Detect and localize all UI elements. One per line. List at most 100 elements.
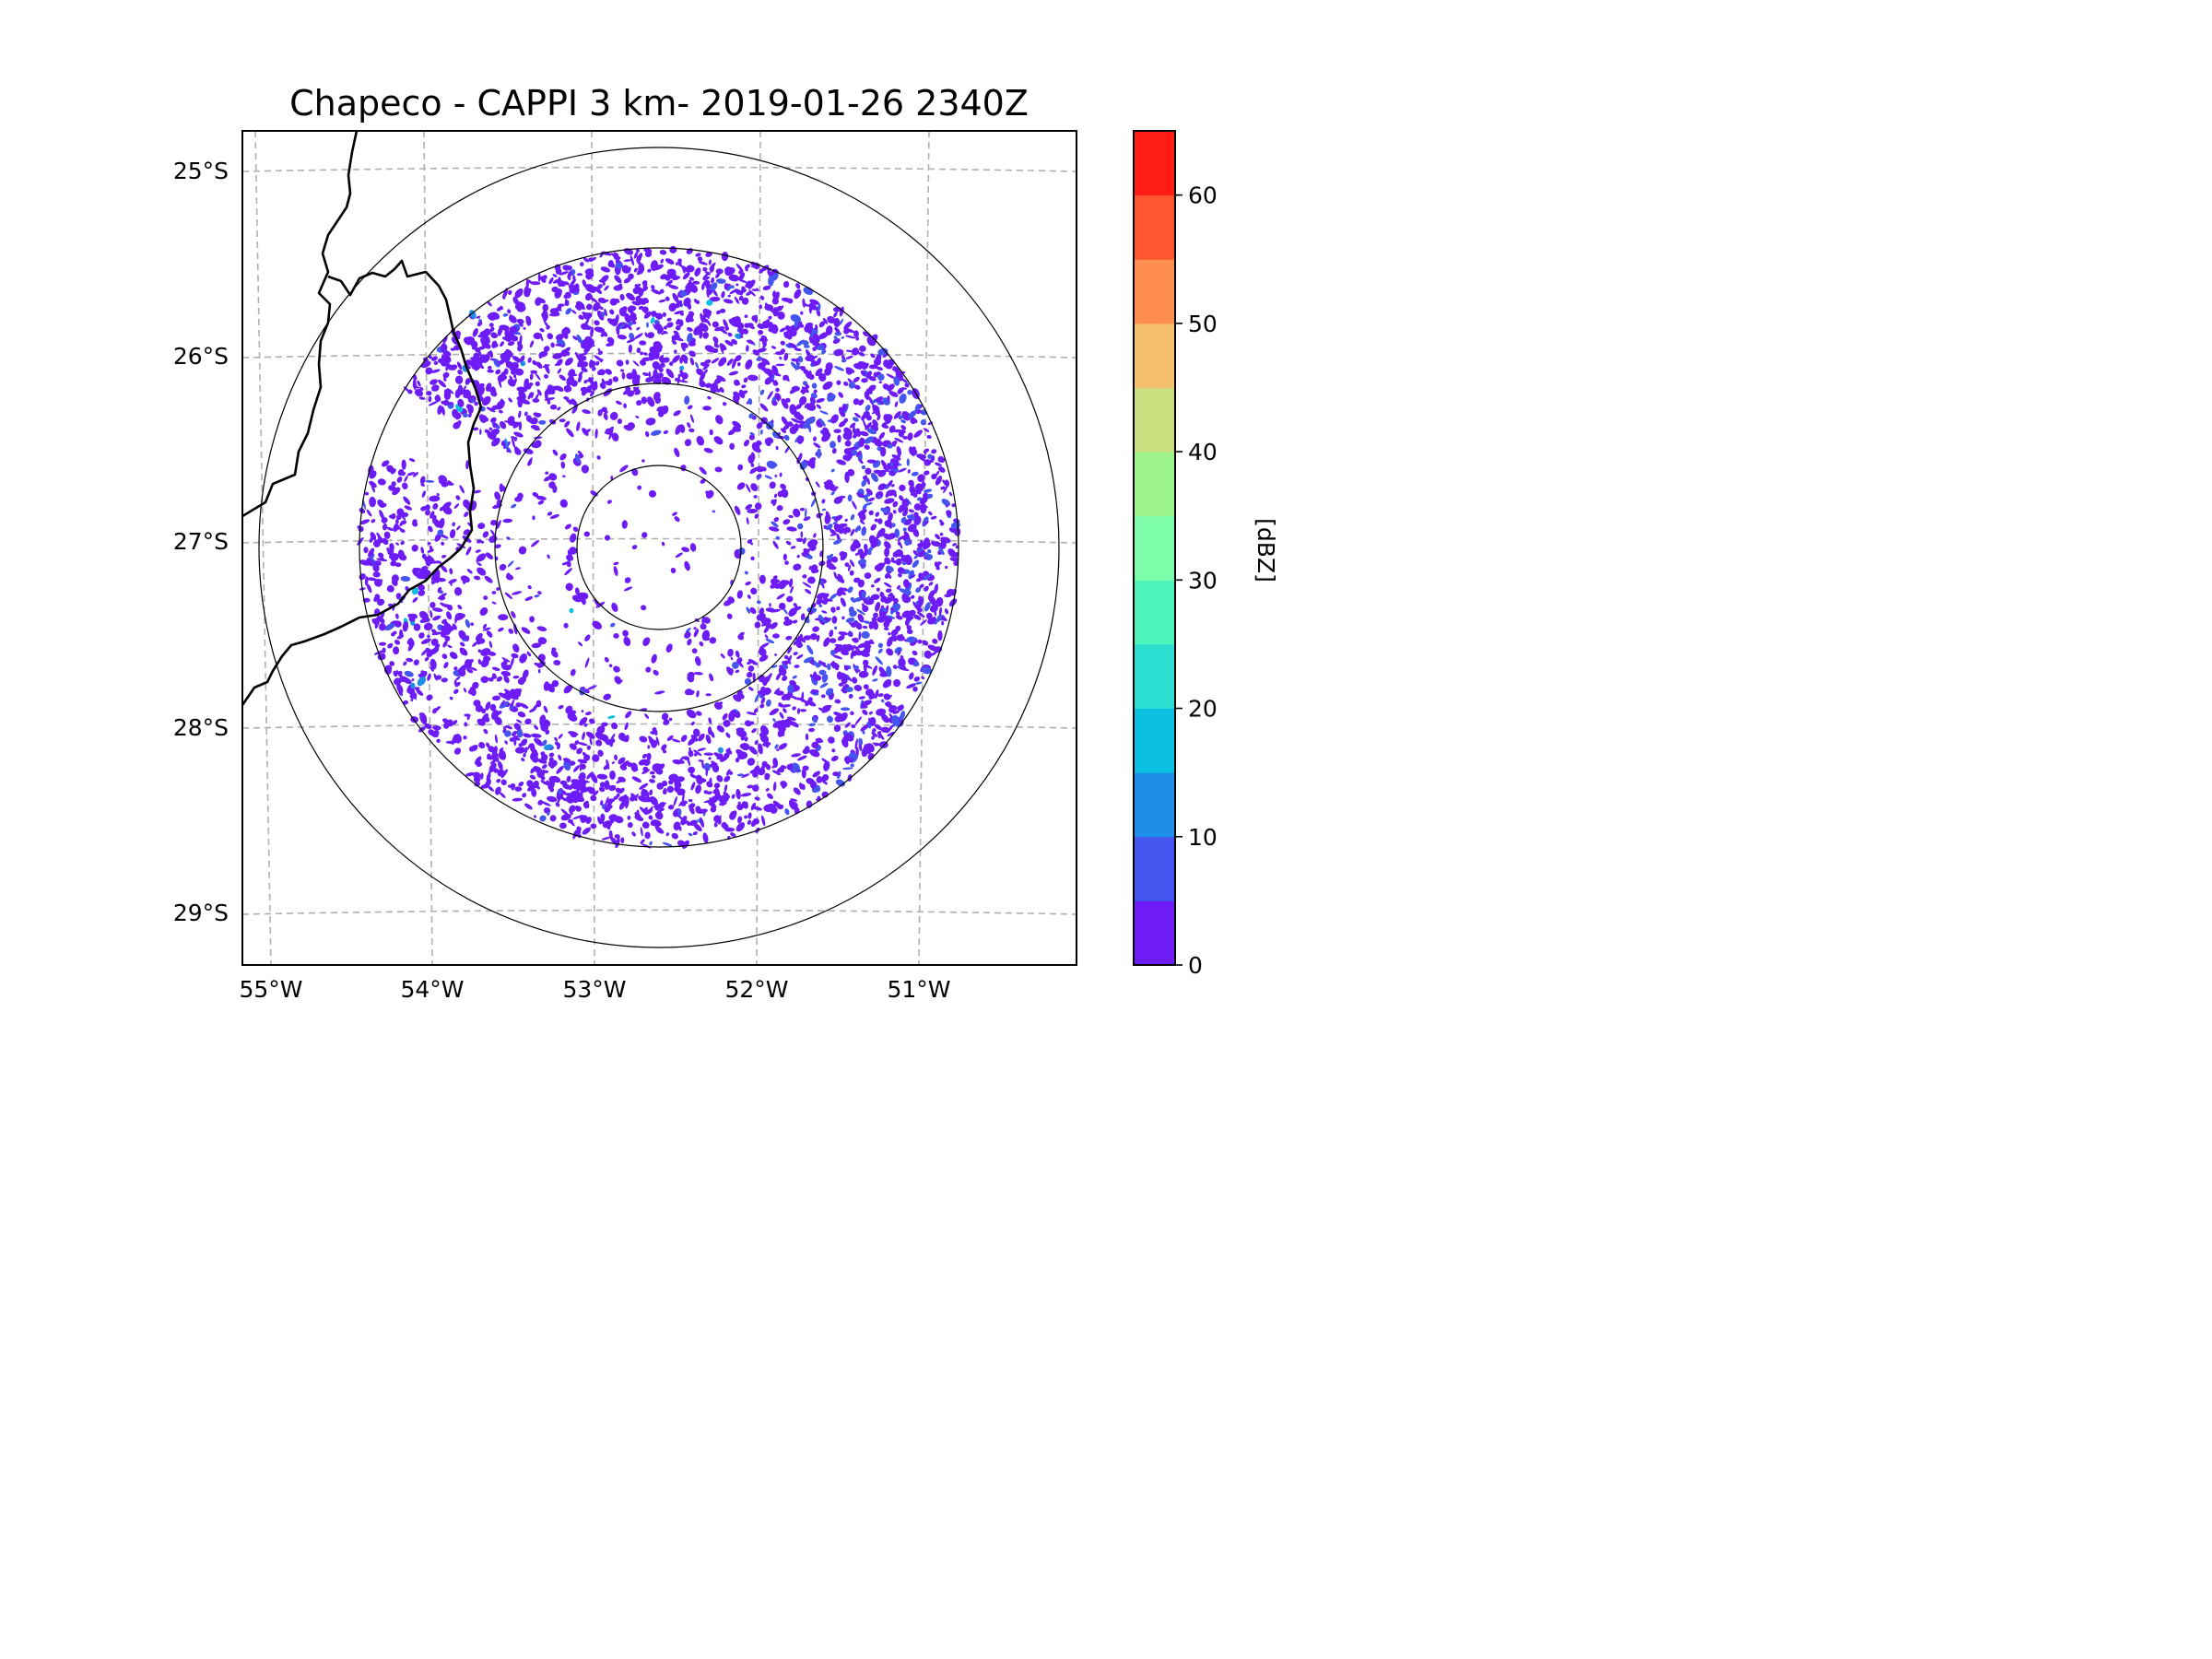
echo-cell xyxy=(565,582,573,592)
echo-cell xyxy=(425,509,430,516)
echo-cell xyxy=(758,743,763,755)
echo-cell xyxy=(559,499,568,508)
echo-cell xyxy=(705,734,712,745)
echo-cell xyxy=(906,616,914,621)
echo-cell xyxy=(634,811,642,821)
echo-cell xyxy=(661,331,667,335)
echo-cell xyxy=(893,376,900,386)
echo-cell xyxy=(777,724,786,732)
echo-cell xyxy=(369,498,373,502)
echo-cell xyxy=(560,813,571,821)
echo-cell xyxy=(759,389,765,395)
echo-cell xyxy=(535,361,543,369)
echo-cell xyxy=(443,662,449,669)
echo-cell xyxy=(679,801,687,806)
echo-cell xyxy=(839,712,848,723)
colorbar-segment xyxy=(1134,131,1175,196)
echo-cell xyxy=(878,431,886,440)
echo-cell xyxy=(707,395,712,400)
echo-cell xyxy=(764,772,771,779)
echo-cell xyxy=(536,626,547,632)
echo-cell xyxy=(627,324,632,331)
echo-cell xyxy=(677,374,680,384)
echo-cell xyxy=(706,781,713,788)
echo-cell xyxy=(802,422,808,429)
echo-cell xyxy=(641,753,648,759)
echo-cell xyxy=(752,818,759,825)
echo-cell xyxy=(848,752,857,759)
echo-cell xyxy=(745,266,748,272)
echo-cell xyxy=(771,346,777,349)
echo-cell xyxy=(784,718,793,726)
echo-cell xyxy=(863,362,869,371)
echo-cell xyxy=(501,294,506,300)
echo-cell xyxy=(376,532,382,540)
echo-cell xyxy=(702,266,708,272)
echo-cell xyxy=(880,605,885,609)
echo-cell xyxy=(690,722,695,725)
echo-cell xyxy=(887,395,890,402)
echo-cell xyxy=(396,634,405,640)
echo-cell xyxy=(747,784,754,789)
echo-cell xyxy=(792,675,797,679)
echo-cell xyxy=(635,416,640,418)
echo-cell xyxy=(788,800,796,810)
echo-cell xyxy=(759,607,765,616)
echo-cell xyxy=(839,551,845,557)
echo-cell xyxy=(922,640,929,646)
echo-cell xyxy=(864,501,873,506)
echo-cell xyxy=(619,369,625,372)
echo-cell xyxy=(833,429,841,434)
echo-cell xyxy=(506,677,510,684)
echo-cell xyxy=(781,765,787,770)
echo-cell xyxy=(868,711,873,715)
echo-cell xyxy=(597,305,604,311)
echo-cell xyxy=(473,427,479,431)
echo-cell xyxy=(688,747,691,752)
echo-cell xyxy=(501,374,507,381)
echo-cell xyxy=(886,373,896,380)
echo-cell xyxy=(521,627,531,634)
echo-cell xyxy=(745,503,753,511)
echo-cell xyxy=(862,730,865,735)
echo-cell xyxy=(830,485,835,490)
echo-cell xyxy=(419,476,426,485)
echo-cell xyxy=(641,532,648,538)
echo-cell xyxy=(766,368,773,378)
echo-cell xyxy=(886,665,892,677)
echo-cell xyxy=(912,686,918,692)
echo-cell xyxy=(429,511,435,519)
echo-cell xyxy=(779,356,782,360)
echo-cell xyxy=(801,768,806,779)
echo-cell xyxy=(734,296,740,304)
echo-cell xyxy=(411,614,418,619)
echo-cell xyxy=(921,676,925,680)
echo-cell xyxy=(705,767,709,777)
echo-cell xyxy=(412,379,417,390)
echo-cell xyxy=(518,390,526,401)
echo-cell xyxy=(376,558,388,562)
echo-cell xyxy=(772,782,777,792)
echo-cell xyxy=(802,574,807,579)
gridline-lat-29 xyxy=(242,909,1077,915)
echo-cell xyxy=(687,638,692,646)
echo-cell xyxy=(775,363,785,367)
echo-cell xyxy=(609,298,618,306)
echo-cell xyxy=(471,397,475,404)
echo-cell xyxy=(912,559,920,568)
echo-cell xyxy=(796,708,801,714)
echo-cell xyxy=(839,318,844,325)
echo-cell xyxy=(731,810,737,820)
echo-cell xyxy=(906,636,917,643)
echo-cell xyxy=(427,673,431,681)
echo-cell xyxy=(391,468,396,475)
echo-cell xyxy=(631,776,642,783)
echo-cell xyxy=(615,262,623,269)
echo-cell xyxy=(686,820,690,827)
echo-cell xyxy=(803,635,812,641)
echo-cell xyxy=(874,724,882,731)
echo-cell xyxy=(759,304,763,310)
echo-cell xyxy=(818,418,826,427)
echo-cell xyxy=(927,548,932,554)
echo-cell xyxy=(914,488,922,495)
